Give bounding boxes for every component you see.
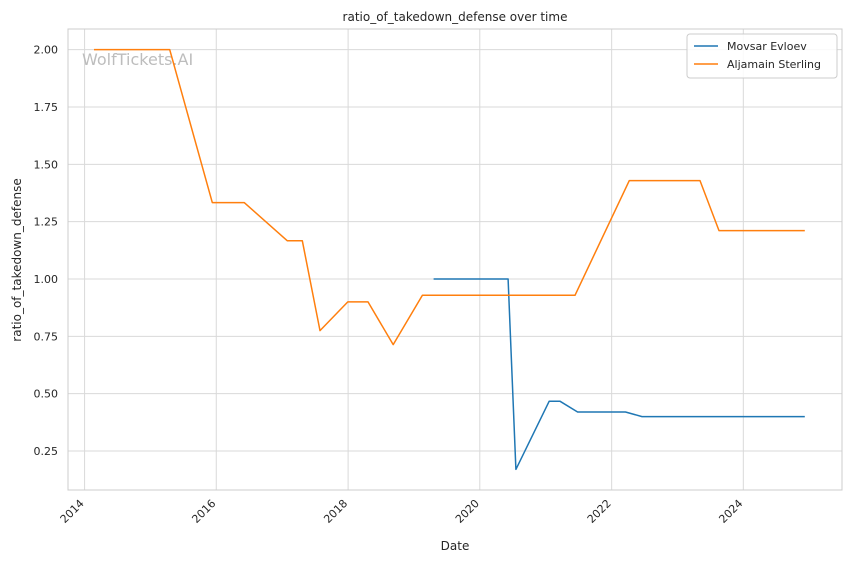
y-tick-label: 0.50	[34, 388, 59, 401]
chart-title: ratio_of_takedown_defense over time	[343, 10, 568, 24]
grid-lines	[68, 29, 842, 490]
y-tick-label: 1.00	[34, 273, 59, 286]
y-axis-title: ratio_of_takedown_defense	[10, 178, 24, 341]
legend-label-aljamain-sterling: Aljamain Sterling	[727, 58, 821, 71]
plot-area-frame	[67, 28, 843, 491]
y-tick-label: 0.75	[34, 330, 59, 343]
legend: Movsar Evloev Aljamain Sterling	[686, 33, 838, 79]
series-line-movsar-evloev	[433, 278, 805, 471]
legend-label-movsar-evloev: Movsar Evloev	[727, 40, 807, 53]
x-axis-title: Date	[441, 539, 470, 553]
series-line-aljamain-sterling	[94, 48, 805, 346]
y-tick-label: 1.25	[34, 216, 59, 229]
series-lines	[94, 48, 805, 471]
y-tick-label: 2.00	[34, 44, 59, 57]
y-tick-label: 0.25	[34, 445, 59, 458]
legend-box	[686, 33, 838, 79]
watermark-text: WolfTickets.AI	[82, 50, 193, 69]
y-tick-label: 1.50	[34, 158, 59, 171]
y-tick-label: 1.75	[34, 101, 59, 114]
